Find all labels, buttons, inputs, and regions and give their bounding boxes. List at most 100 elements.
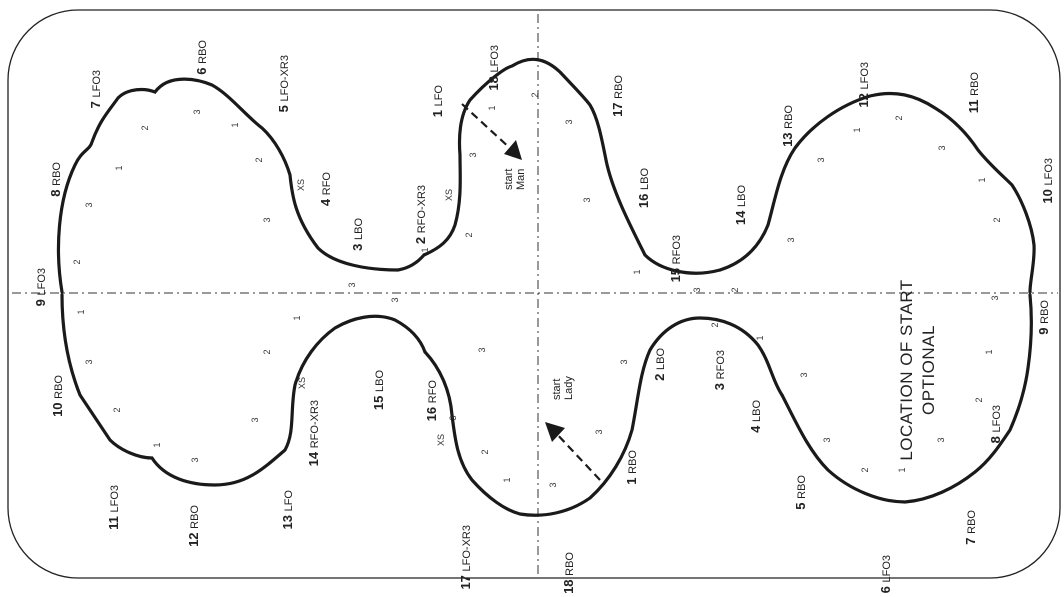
step-number: 7 xyxy=(88,98,103,109)
beat-count: 2 xyxy=(262,349,272,354)
step-number: 5 xyxy=(793,499,808,510)
edge-code: RBO xyxy=(1039,300,1051,324)
edge-code: RBO xyxy=(53,375,65,399)
step-number: 4 xyxy=(318,195,333,206)
edge-code: LFO3 xyxy=(109,485,121,513)
step-label-text: 9 LFO3 xyxy=(33,268,48,306)
start-man-word: start xyxy=(503,169,515,190)
step-label-text: 18 RBO xyxy=(561,552,576,594)
edge-code: RFO xyxy=(427,380,439,404)
edge-code: RBO xyxy=(197,40,209,64)
start-man-label: start Man xyxy=(503,169,527,190)
beat-count: 1 xyxy=(152,442,162,447)
edge-code: RFO3 xyxy=(715,350,727,379)
step-label: 3 LBO xyxy=(350,218,365,251)
circle-lower-right xyxy=(780,293,1033,504)
step-label-text: 3 RFO3 xyxy=(712,350,727,390)
beat-count: 3 xyxy=(448,415,458,420)
step-label-text: 2 RFO-XR3 xyxy=(413,185,428,244)
step-number: 6 xyxy=(194,64,209,75)
start-lady-word: start xyxy=(551,379,563,400)
beat-count: 1 xyxy=(632,269,642,274)
step-number: 1 xyxy=(430,106,445,117)
step-number: 14 xyxy=(733,207,748,225)
start-lady-role: Lady xyxy=(563,376,575,400)
cross-stroke-marks: XS XS XS XS xyxy=(296,179,454,446)
step-number: 4 xyxy=(748,422,763,433)
edge-code: LFO3 xyxy=(881,555,893,583)
edge-code: RBO xyxy=(189,505,201,529)
step-label: 16 RFO xyxy=(424,380,439,422)
edge-code: LFO3 xyxy=(36,268,48,296)
step-number: 13 xyxy=(280,511,295,529)
edge-code: LFO3 xyxy=(991,405,1003,433)
step-label: 13 LFO xyxy=(280,490,295,530)
step-number: 13 xyxy=(780,129,795,147)
step-label-text: 16 RFO xyxy=(424,380,439,422)
beat-count: 3 xyxy=(390,297,400,302)
step-number: 9 xyxy=(33,296,48,307)
step-label: 18 RBO xyxy=(561,552,576,594)
step-label-text: 5 LFO-XR3 xyxy=(276,55,291,112)
step-label: 4 RFO xyxy=(318,172,333,207)
beat-count: 3 xyxy=(262,217,272,222)
step-label: 8 LFO3 xyxy=(988,405,1003,443)
start-man-path xyxy=(461,103,513,151)
step-label-text: 7 LFO3 xyxy=(88,70,103,108)
step-label-text: 15 LBO xyxy=(371,370,386,411)
step-number: 2 xyxy=(413,233,428,244)
step-label: 1 RBO xyxy=(624,450,639,485)
beat-count: 2 xyxy=(254,157,264,162)
step-label-text: 16 LBO xyxy=(636,168,651,209)
step-number: 2 xyxy=(652,370,667,381)
circle-upper-left xyxy=(56,77,426,294)
beat-count: 2 xyxy=(530,92,540,97)
beat-count: 3 xyxy=(250,417,260,422)
step-number: 9 xyxy=(1036,324,1051,335)
edge-code: LBO xyxy=(639,168,651,190)
step-label: 18 LFO3 xyxy=(486,45,501,91)
beat-count: 1 xyxy=(897,467,907,472)
step-label: 6 LFO3 xyxy=(878,555,893,593)
step-number: 16 xyxy=(424,403,439,421)
step-number: 15 xyxy=(371,392,386,410)
beat-count: 2 xyxy=(730,287,740,292)
start-lady-path xyxy=(554,431,601,481)
step-label: 11 LFO3 xyxy=(106,485,121,530)
beat-count: 1 xyxy=(292,315,302,320)
step-label: 13 RBO xyxy=(780,105,795,147)
step-label: 7 LFO3 xyxy=(88,70,103,108)
edge-code: LFO3 xyxy=(489,45,501,73)
beat-count: 3 xyxy=(937,145,947,150)
step-label-text: 14 RFO-XR3 xyxy=(306,400,321,466)
step-number: 8 xyxy=(48,186,63,197)
step-label-text: 1 LFO xyxy=(430,85,445,118)
beat-count: 3 xyxy=(936,437,946,442)
edge-code: RBO xyxy=(796,475,808,499)
step-label: 12 LFO3 xyxy=(856,62,871,108)
step-label: 11 RBO xyxy=(966,72,981,114)
location-note-line2: OPTIONAL xyxy=(919,325,938,415)
step-label: 10 RBO xyxy=(50,375,65,417)
edge-code: LBO xyxy=(374,370,386,392)
step-label-text: 5 RBO xyxy=(793,475,808,510)
beat-count: 3 xyxy=(548,482,558,487)
edge-code: RFO-XR3 xyxy=(309,400,321,448)
edge-code: LFO3 xyxy=(1043,158,1055,186)
step-label: 15 LBO xyxy=(371,370,386,411)
beat-count: 2 xyxy=(860,467,870,472)
step-label-text: 6 RBO xyxy=(194,40,209,75)
edge-code: LBO xyxy=(655,348,667,370)
circle-upper-right xyxy=(718,91,1036,294)
step-number: 10 xyxy=(50,399,65,417)
step-label: 9 RBO xyxy=(1036,300,1051,335)
xs-mark: XS xyxy=(296,179,306,191)
beat-count: 1 xyxy=(852,127,862,132)
step-number: 8 xyxy=(988,433,1003,444)
beat-count: 3 xyxy=(84,359,94,364)
step-number: 16 xyxy=(636,190,651,208)
step-number: 3 xyxy=(712,379,727,390)
step-label-text: 14 LBO xyxy=(733,185,748,226)
beat-count: 3 xyxy=(990,295,1000,300)
beat-count: 2 xyxy=(710,322,720,327)
